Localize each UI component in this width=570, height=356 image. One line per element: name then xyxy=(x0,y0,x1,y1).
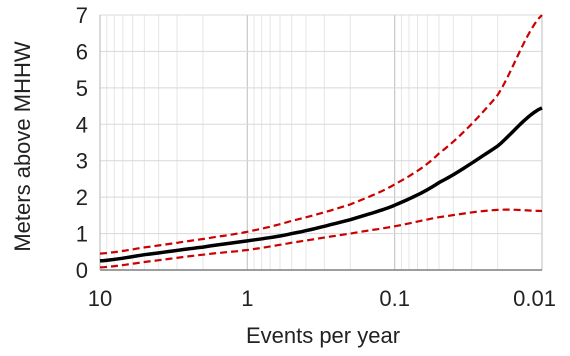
y-tick-label: 7 xyxy=(76,3,88,28)
y-tick-label: 2 xyxy=(76,185,88,210)
series-line-0 xyxy=(99,106,543,263)
y-tick-labels: 0 1 2 3 4 5 6 7 xyxy=(76,3,88,283)
x-tick-label: 10 xyxy=(88,286,112,311)
x-tick-label: 1 xyxy=(241,286,253,311)
y-axis-title: Meters above MHHW xyxy=(10,41,35,252)
major-gridlines xyxy=(99,14,543,271)
x-tick-label: 0.01 xyxy=(513,286,556,311)
series-line-2 xyxy=(99,208,543,269)
x-axis-title: Events per year xyxy=(246,323,400,348)
x-tick-labels: 10 1 0.1 0.01 xyxy=(88,286,556,311)
x-tick-label: 0.1 xyxy=(379,286,410,311)
y-tick-label: 1 xyxy=(76,222,88,247)
series-layer xyxy=(99,14,543,269)
axes xyxy=(99,15,542,271)
y-tick-label: 3 xyxy=(76,149,88,174)
y-tick-label: 5 xyxy=(76,76,88,101)
y-tick-label: 0 xyxy=(76,258,88,283)
series-line-1 xyxy=(99,14,543,255)
y-tick-label: 4 xyxy=(76,112,88,137)
minor-gridlines xyxy=(106,15,499,270)
y-tick-label: 6 xyxy=(76,39,88,64)
